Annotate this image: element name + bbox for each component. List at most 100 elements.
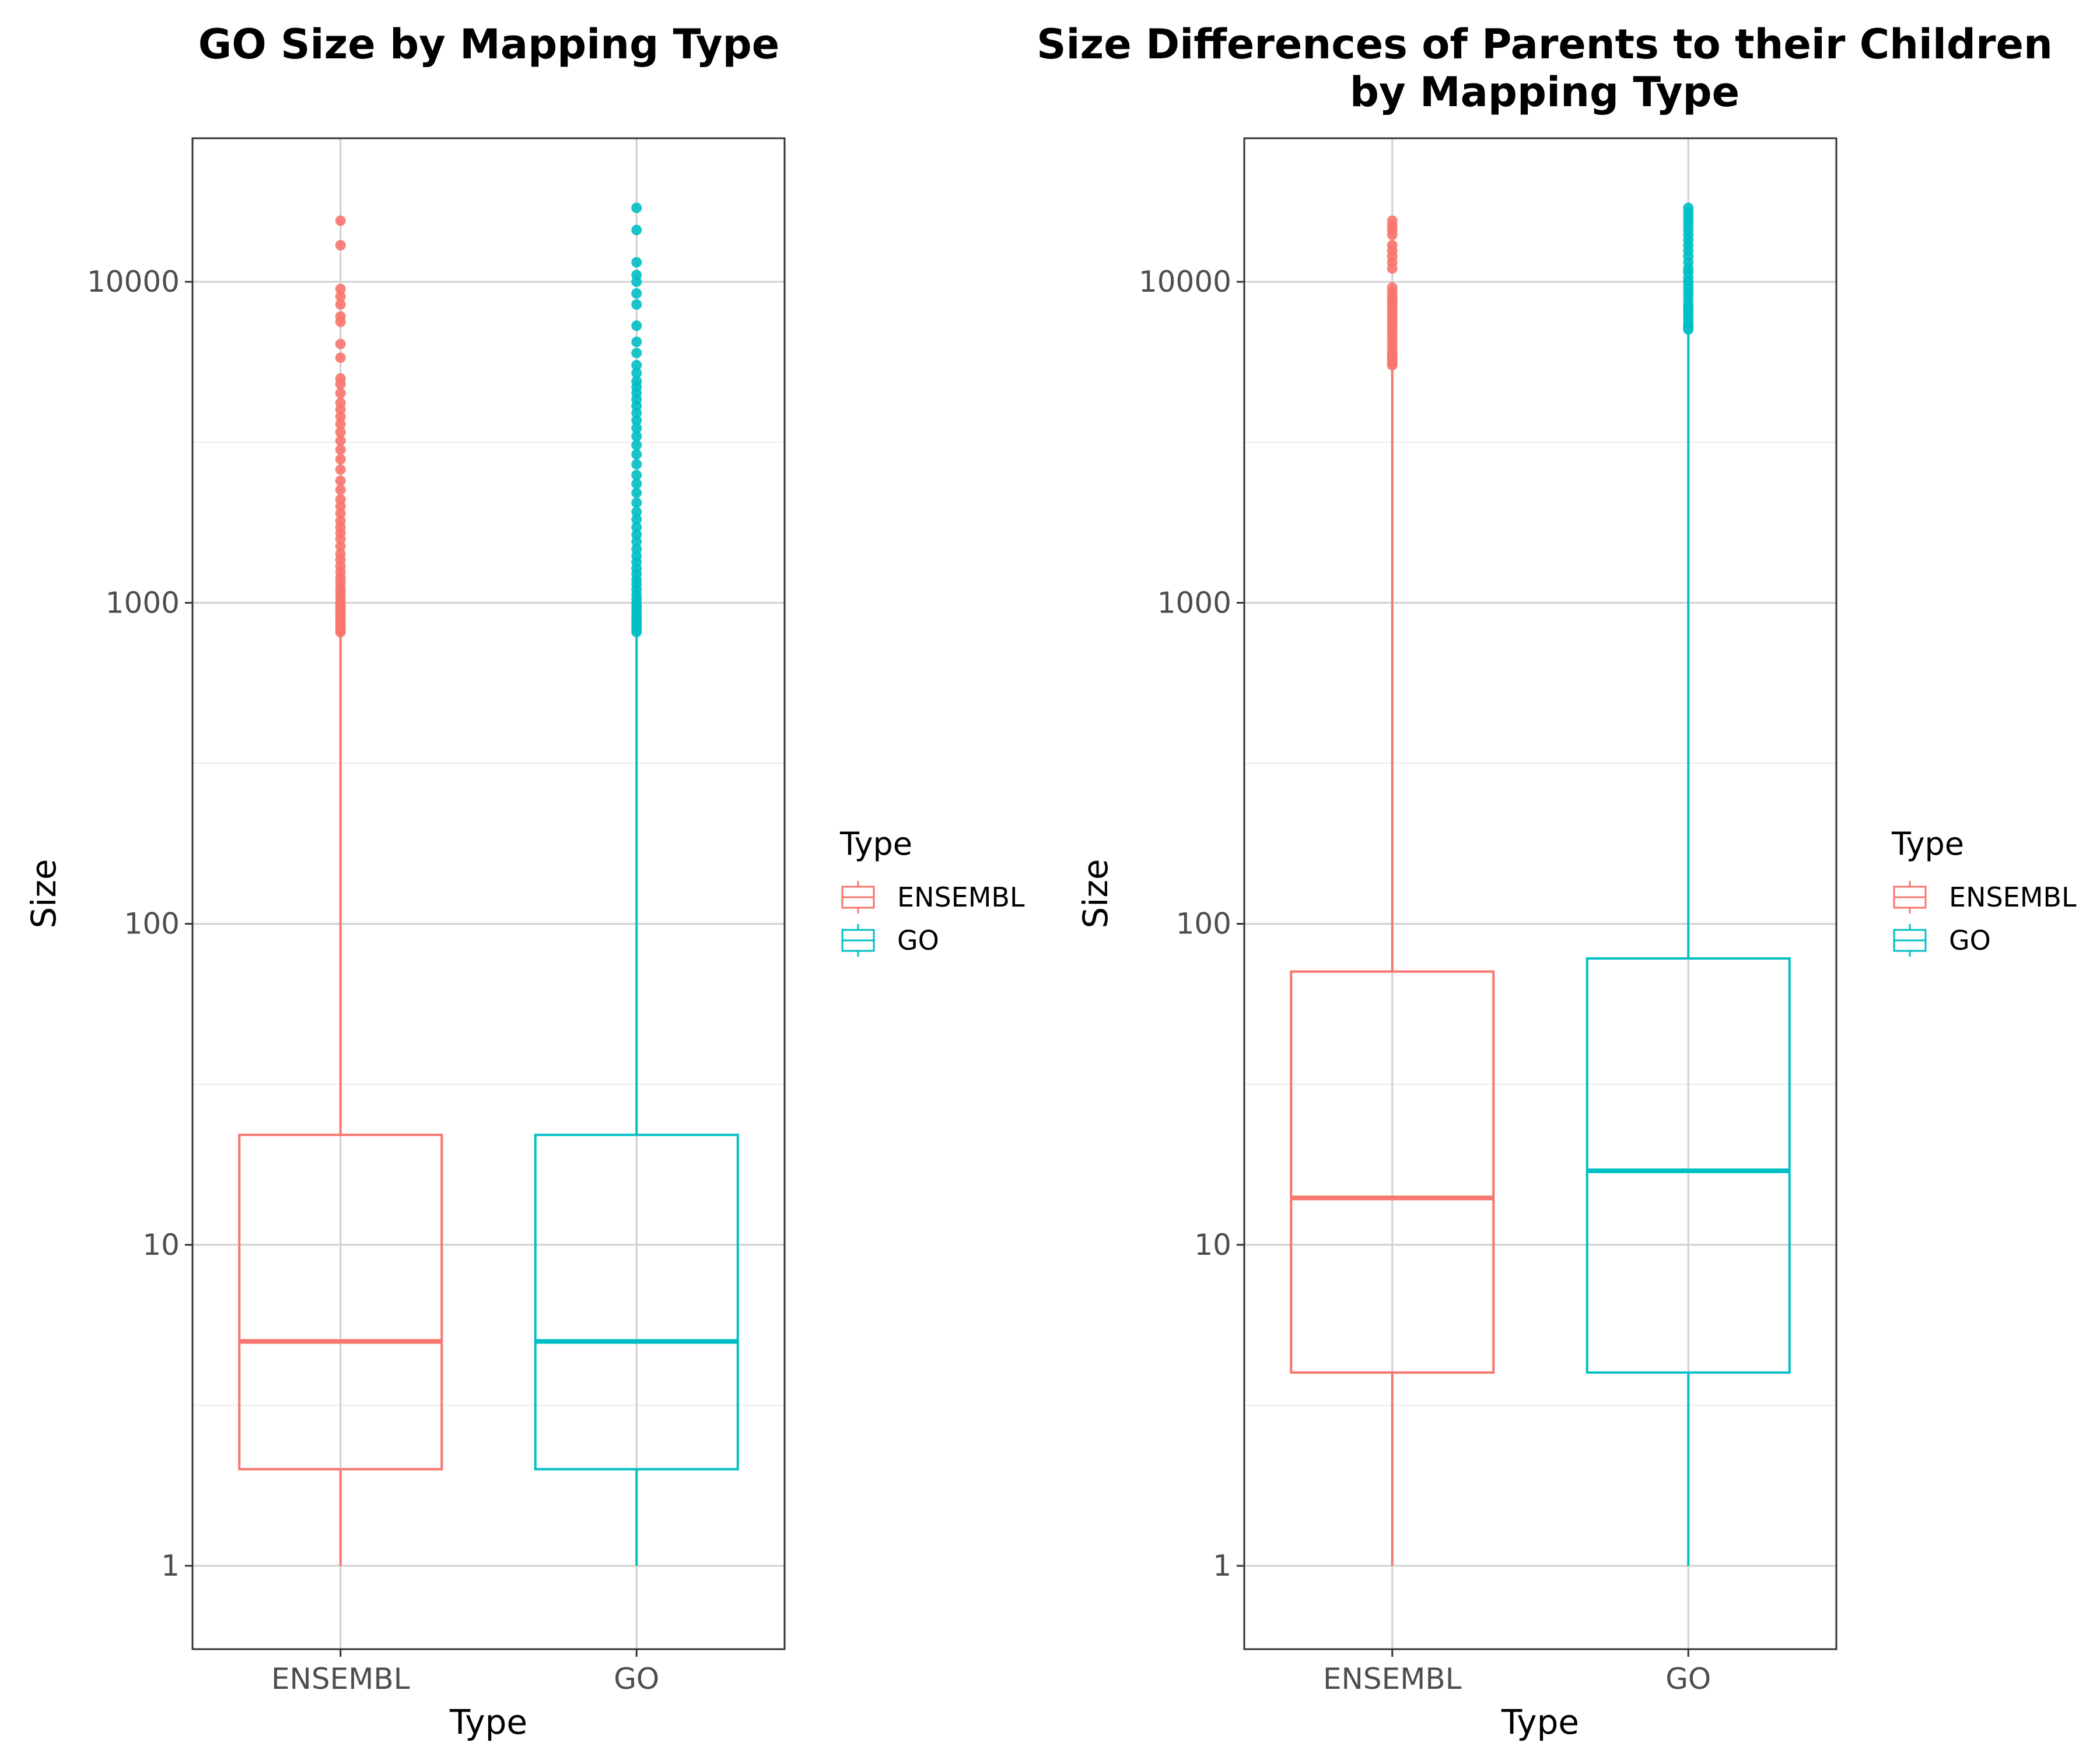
outlier-point <box>335 291 346 302</box>
outlier-point <box>335 387 346 398</box>
outlier-point <box>631 376 642 387</box>
outlier-point <box>631 422 642 433</box>
outlier-point <box>631 288 642 299</box>
legend-title: Type <box>1891 825 1964 862</box>
plot-background <box>1244 138 1836 1649</box>
outlier-point <box>631 529 642 540</box>
y-tick-label: 100 <box>124 907 180 941</box>
x-tick-label: ENSEMBL <box>1323 1662 1462 1696</box>
panel-border <box>191 137 786 1650</box>
outlier-point <box>335 444 346 455</box>
legend-item-ensembl: ENSEMBL <box>1893 881 2077 914</box>
outlier-point <box>631 320 642 331</box>
outlier-point <box>631 497 642 508</box>
legend: Type ENSEMBL GO <box>839 825 1025 957</box>
outlier-point <box>631 368 642 379</box>
outlier-point <box>335 397 346 408</box>
outlier-point <box>631 506 642 517</box>
box-ensembl <box>1290 215 1495 1566</box>
outlier-point <box>631 544 642 555</box>
outlier-point <box>631 522 642 533</box>
y-tick-label: 10 <box>142 1228 180 1262</box>
outlier-point <box>631 337 642 348</box>
legend-item-go: GO <box>1893 924 1991 957</box>
chart-title-line2: by Mapping Type <box>1350 68 1740 116</box>
outlier-point <box>631 487 642 498</box>
plot-background <box>192 138 785 1649</box>
outlier-point <box>631 478 642 489</box>
panel-border <box>1243 137 1838 1650</box>
outlier-point <box>335 435 346 446</box>
box-go <box>1586 202 1791 1566</box>
outlier-point <box>335 352 346 363</box>
outlier-point <box>335 484 346 495</box>
x-tick-label: ENSEMBL <box>271 1662 410 1696</box>
y-tick-label: 1000 <box>1157 586 1231 620</box>
iqr-box <box>238 1133 443 1471</box>
outlier-point <box>631 359 642 370</box>
chart-title: Size Differences of Parents to their Chi… <box>1037 20 2053 68</box>
outlier-point <box>631 257 642 268</box>
outlier-point <box>631 439 642 450</box>
outlier-point <box>631 459 642 470</box>
chart-title: GO Size by Mapping Type <box>198 20 780 68</box>
y-tick-label: 1000 <box>106 586 180 620</box>
outlier-point <box>335 311 346 322</box>
outlier-point <box>631 514 642 525</box>
iqr-box <box>534 1133 739 1471</box>
outlier-point <box>335 515 346 526</box>
iqr-box <box>1290 970 1495 1374</box>
outlier-point <box>335 475 346 487</box>
outlier-point <box>335 373 346 384</box>
outlier-point <box>631 299 642 310</box>
outlier-point <box>335 454 346 465</box>
outlier-point <box>335 494 346 505</box>
y-tick-label: 100 <box>1176 907 1231 941</box>
outlier-point <box>631 449 642 460</box>
outlier-point <box>631 431 642 442</box>
x-axis-label: Type <box>1501 1702 1579 1742</box>
outlier-point <box>1387 240 1398 251</box>
x-tick-label: GO <box>614 1662 659 1696</box>
outlier-point <box>1683 202 1694 214</box>
outlier-point <box>335 299 346 310</box>
outlier-point <box>631 348 642 359</box>
legend-label: ENSEMBL <box>1949 881 2077 913</box>
y-tick-label: 1 <box>1213 1549 1231 1583</box>
box-ensembl <box>238 215 443 1566</box>
x-tick-label: GO <box>1665 1662 1711 1696</box>
iqr-box <box>1586 957 1791 1374</box>
outlier-point <box>1387 282 1398 293</box>
outlier-point <box>631 270 642 281</box>
outlier-point <box>335 548 346 559</box>
outlier-point <box>335 426 346 438</box>
y-tick-label: 10000 <box>1139 265 1231 299</box>
legend-label: ENSEMBL <box>897 881 1025 913</box>
outlier-point <box>335 215 346 226</box>
legend-label: GO <box>897 925 939 956</box>
legend-label: GO <box>1949 925 1991 956</box>
outlier-point <box>631 415 642 426</box>
y-axis-label: Size <box>1076 859 1115 928</box>
y-axis-label: Size <box>24 859 64 928</box>
chart-panel-2: 1 10 100 1000 10000 ENSEMBL GO Type Size Size Dif… <box>1037 20 2077 1742</box>
outlier-point <box>335 464 346 475</box>
outlier-point <box>631 470 642 481</box>
outlier-point <box>335 284 346 295</box>
outlier-point <box>1387 215 1398 226</box>
legend-item-ensembl: ENSEMBL <box>841 881 1025 914</box>
y-tick-label: 10000 <box>87 265 180 299</box>
outlier-point <box>335 541 346 552</box>
legend-item-go: GO <box>841 924 939 957</box>
x-axis-label: Type <box>449 1702 527 1742</box>
legend-title: Type <box>839 825 912 862</box>
outlier-point <box>631 225 642 236</box>
box-go <box>534 202 739 1566</box>
outlier-point <box>335 338 346 349</box>
chart-panel-1: 1 10 100 1000 10000 ENSEMBL GO Type Size GO Size … <box>24 20 1025 1742</box>
outlier-point <box>631 202 642 214</box>
legend: Type ENSEMBL GO <box>1891 825 2077 957</box>
outlier-point <box>335 240 346 251</box>
